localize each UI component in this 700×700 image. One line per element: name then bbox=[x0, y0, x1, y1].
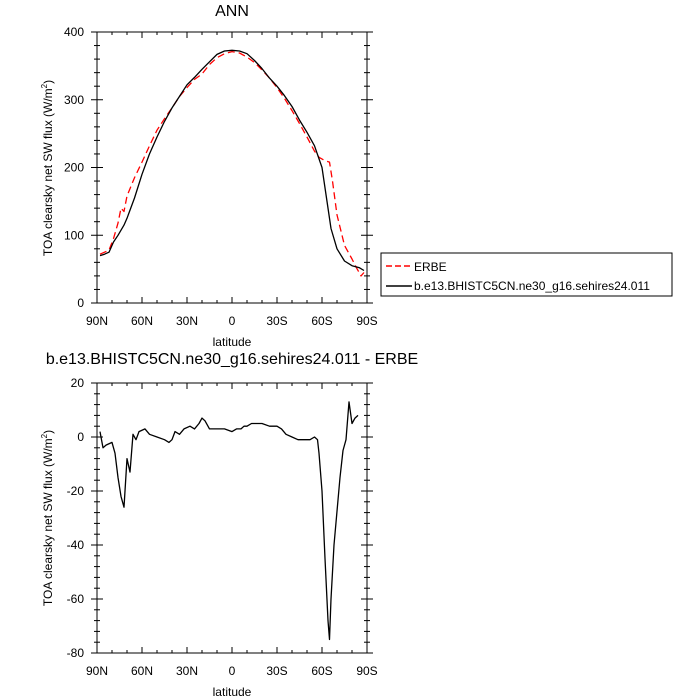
bottom-series-lines bbox=[99, 401, 359, 641]
bottom-y-tick-label: -20 bbox=[67, 484, 85, 498]
top-x-tick-label: 0 bbox=[229, 314, 236, 328]
legend-box bbox=[380, 252, 673, 297]
top-x-tick-label: 30S bbox=[266, 314, 287, 328]
top-x-tick-label: 30N bbox=[176, 314, 198, 328]
bottom-chart-title: b.e13.BHISTC5CN.ne30_g16.sehires24.011 -… bbox=[46, 351, 418, 368]
top-x-tick-label: 90S bbox=[356, 314, 377, 328]
bottom-y-tick-label: 20 bbox=[71, 376, 85, 390]
top-plot-frame bbox=[96, 31, 368, 304]
top-y-tick-label: 0 bbox=[77, 296, 84, 310]
top-y-tick-label: 200 bbox=[64, 161, 84, 175]
bottom-series-line-0 bbox=[99, 401, 359, 641]
legend: ERBE b.e13.BHISTC5CN.ne30_g16.sehires24.… bbox=[380, 252, 673, 297]
bottom-x-tick-label: 60N bbox=[131, 664, 153, 678]
top-series-line-1 bbox=[99, 49, 365, 272]
top-series-line-0 bbox=[99, 50, 365, 277]
top-chart-title: ANN bbox=[215, 3, 249, 20]
bottom-y-tick-label: -40 bbox=[67, 538, 85, 552]
top-panel: ANN 90N 60N 30N 0 30S 60S 90S 0 100 200 300 400 lat… bbox=[40, 3, 378, 349]
bottom-x-tick-label: 90S bbox=[356, 664, 377, 678]
top-x-axis-label: latitude bbox=[213, 335, 252, 349]
bottom-y-tick-label: -80 bbox=[67, 646, 85, 660]
top-x-tick-label: 60N bbox=[131, 314, 153, 328]
bottom-x-tick-label: 30S bbox=[266, 664, 287, 678]
top-x-tick-label: 60S bbox=[311, 314, 332, 328]
bottom-y-axis-label: TOA clearsky net SW flux (W/m2) bbox=[40, 430, 55, 606]
bottom-panel: b.e13.BHISTC5CN.ne30_g16.sehires24.011 -… bbox=[40, 351, 418, 699]
top-y-tick-label: 300 bbox=[64, 93, 84, 107]
bottom-y-tick-label: -60 bbox=[67, 592, 85, 606]
top-y-tick-label: 100 bbox=[64, 228, 84, 242]
bottom-plot-frame bbox=[96, 382, 368, 654]
top-series-lines bbox=[99, 49, 365, 277]
bottom-x-tick-label: 90N bbox=[86, 664, 108, 678]
bottom-x-tick-label: 60S bbox=[311, 664, 332, 678]
legend-label-model: b.e13.BHISTC5CN.ne30_g16.sehires24.011 bbox=[414, 279, 650, 293]
bottom-axis-ticks: 90N 60N 30N 0 30S 60S 90S -80 -60 -40 -20 0 20 bbox=[67, 376, 378, 678]
top-axis-ticks: 90N 60N 30N 0 30S 60S 90S 0 100 200 300 400 bbox=[64, 25, 378, 328]
top-y-tick-label: 400 bbox=[64, 25, 84, 39]
bottom-x-tick-label: 30N bbox=[176, 664, 198, 678]
top-x-tick-label: 90N bbox=[86, 314, 108, 328]
bottom-x-tick-label: 0 bbox=[229, 664, 236, 678]
bottom-y-tick-label: 0 bbox=[77, 430, 84, 444]
legend-label-erbe: ERBE bbox=[414, 260, 447, 274]
bottom-x-axis-label: latitude bbox=[213, 685, 252, 699]
top-y-axis-label: TOA clearsky net SW flux (W/m2) bbox=[40, 80, 55, 256]
